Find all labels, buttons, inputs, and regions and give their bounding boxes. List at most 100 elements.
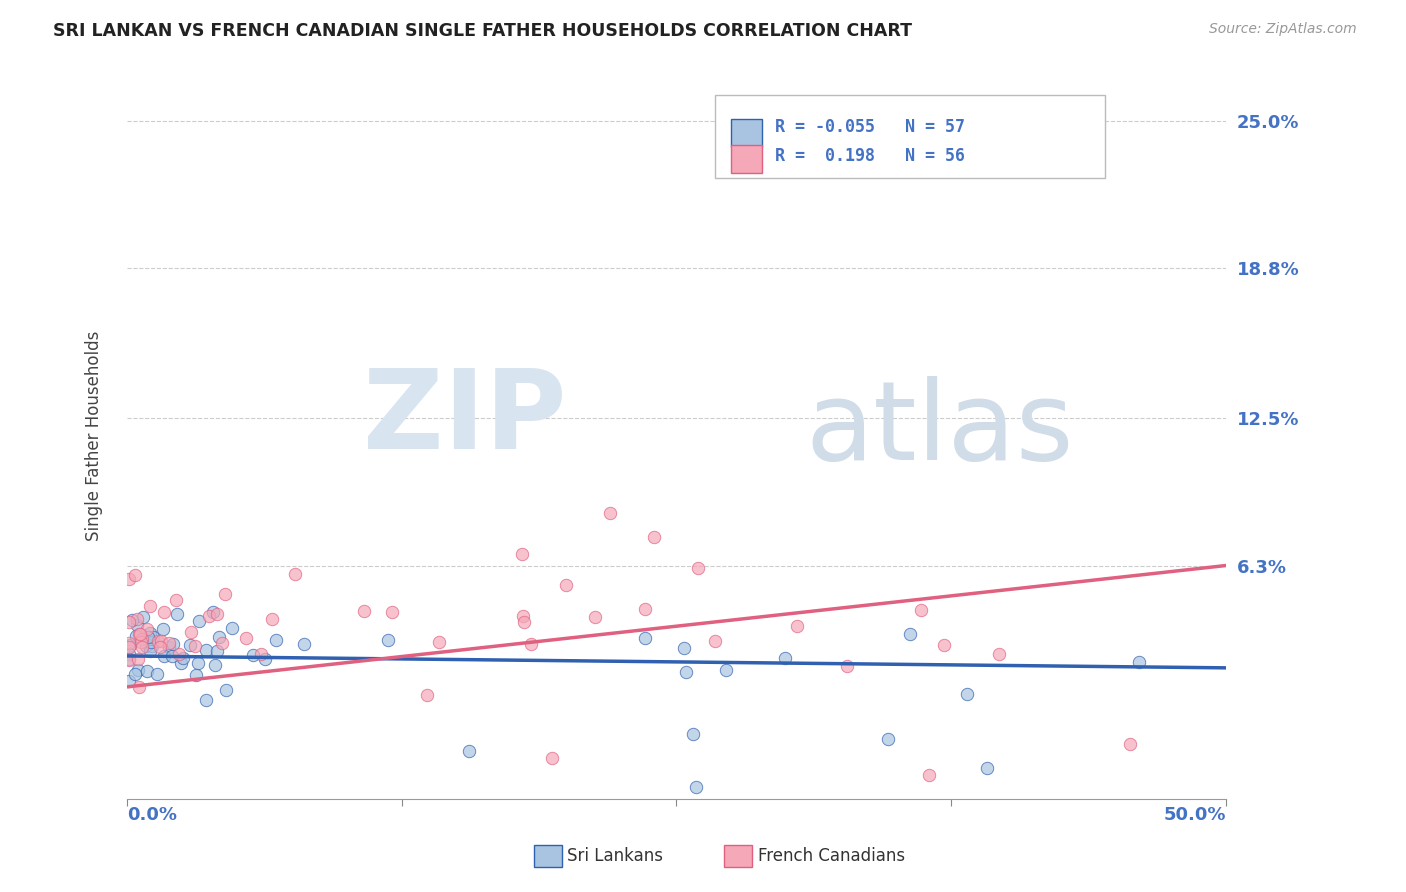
Point (127, 618, 149, 632)
Point (166, 607, 188, 621)
Point (458, 744, 481, 758)
Point (918, 768, 941, 782)
Point (127, 663, 149, 677)
Point (250, 647, 273, 661)
Point (152, 622, 174, 636)
Text: atlas: atlas (806, 376, 1074, 483)
Point (416, 688, 439, 702)
Text: Sri Lankans: Sri Lankans (567, 847, 662, 865)
Point (242, 648, 264, 663)
Point (121, 613, 143, 627)
Point (599, 506, 621, 520)
Point (1128, 655, 1150, 669)
Point (131, 640, 153, 655)
Point (135, 664, 157, 678)
Point (124, 629, 146, 643)
Point (139, 643, 162, 657)
Point (124, 666, 146, 681)
Point (157, 640, 180, 655)
Point (146, 667, 169, 681)
Point (118, 572, 141, 586)
Text: 0.0%: 0.0% (127, 805, 177, 824)
Point (633, 602, 655, 616)
Point (179, 638, 201, 652)
Point (128, 627, 150, 641)
Point (214, 586, 236, 600)
Point (149, 634, 172, 648)
Point (512, 609, 534, 624)
Point (208, 630, 231, 644)
Point (221, 621, 243, 635)
Point (118, 638, 141, 652)
Point (136, 630, 159, 644)
Point (153, 649, 176, 664)
Text: 50.0%: 50.0% (1163, 805, 1226, 824)
Point (124, 567, 146, 582)
Point (157, 636, 180, 650)
Point (128, 680, 150, 694)
Point (132, 610, 155, 624)
Point (201, 605, 224, 619)
Point (160, 648, 183, 663)
Point (172, 651, 194, 665)
Point (184, 639, 207, 653)
Point (429, 635, 451, 649)
Point (141, 635, 163, 649)
Point (672, 640, 695, 655)
Point (716, 663, 738, 677)
Point (135, 639, 157, 653)
Point (167, 647, 190, 661)
Y-axis label: Single Father Households: Single Father Households (86, 331, 103, 541)
Text: SRI LANKAN VS FRENCH CANADIAN SINGLE FATHER HOUSEHOLDS CORRELATION CHART: SRI LANKAN VS FRENCH CANADIAN SINGLE FAT… (53, 22, 912, 40)
Point (381, 605, 404, 619)
Point (786, 619, 808, 633)
Point (118, 647, 141, 661)
Point (180, 625, 202, 640)
Point (775, 650, 797, 665)
Bar (731, 145, 762, 173)
Point (253, 652, 276, 666)
Point (987, 647, 1010, 661)
Point (211, 636, 233, 650)
Point (162, 637, 184, 651)
Point (675, 665, 697, 679)
Point (519, 637, 541, 651)
Text: French Canadians: French Canadians (758, 847, 905, 865)
Point (125, 612, 148, 626)
Point (139, 626, 162, 640)
Point (583, 609, 606, 624)
Point (195, 642, 218, 657)
Point (377, 632, 399, 647)
Text: R = -0.055   N = 57: R = -0.055 N = 57 (775, 119, 966, 136)
Point (688, 561, 710, 575)
Point (118, 636, 141, 650)
Point (131, 632, 153, 646)
Point (139, 599, 162, 613)
Point (188, 615, 211, 629)
Point (633, 631, 655, 645)
Text: Source: ZipAtlas.com: Source: ZipAtlas.com (1209, 22, 1357, 37)
Point (118, 651, 141, 665)
Point (1119, 737, 1142, 751)
Point (205, 644, 228, 658)
Point (284, 566, 307, 581)
Point (541, 751, 564, 765)
Point (118, 673, 141, 688)
Point (118, 640, 141, 654)
Point (142, 630, 165, 644)
Point (149, 640, 172, 654)
Point (118, 653, 141, 667)
Point (204, 658, 226, 673)
Point (118, 615, 141, 629)
Point (685, 780, 707, 794)
Point (976, 761, 998, 775)
Point (129, 634, 152, 648)
Point (910, 603, 932, 617)
Point (877, 732, 900, 747)
Point (128, 627, 150, 641)
Bar (731, 120, 762, 147)
Point (512, 547, 534, 561)
Point (127, 651, 149, 665)
Point (264, 633, 287, 648)
Point (135, 622, 157, 636)
